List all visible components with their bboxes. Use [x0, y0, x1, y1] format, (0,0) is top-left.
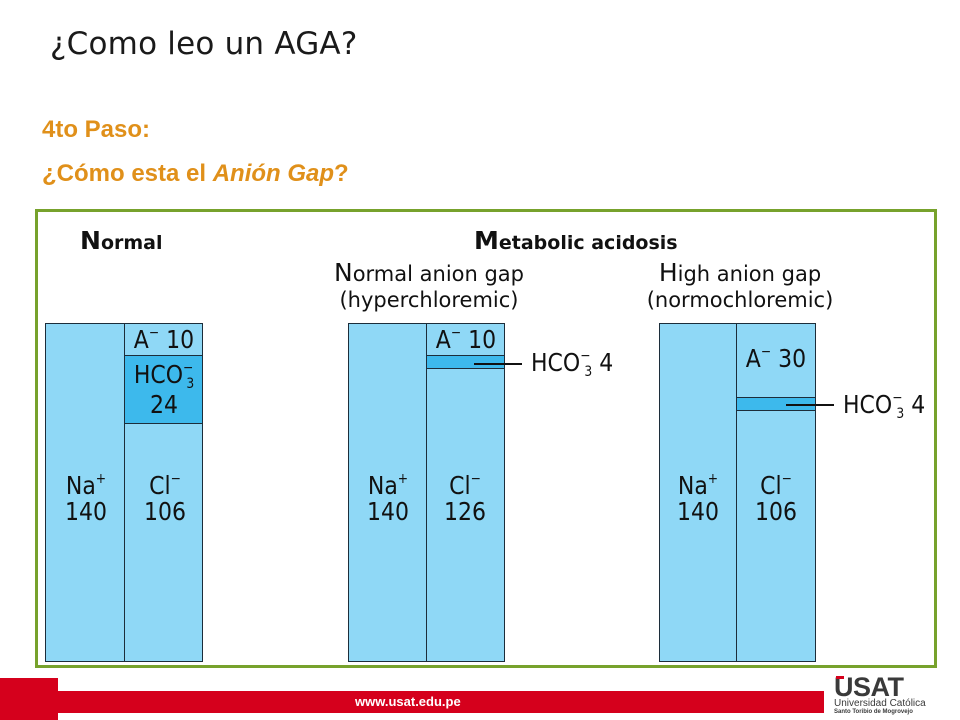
normochloremic-hco3-leader — [786, 404, 834, 406]
slide-title: ¿Como leo un AGA? — [50, 26, 358, 62]
footer-bar — [58, 691, 824, 713]
normochloremic-na-label: Na+ 140 — [677, 471, 719, 527]
hyperchloremic-cation-column — [348, 323, 428, 662]
normal-anion-gap-heading: Normal anion gap (hyperchloremic) — [324, 258, 534, 313]
usat-logo-accent — [836, 676, 844, 679]
normal-a-label: A− 10 — [133, 325, 195, 354]
normochloremic-label: (normochloremic) — [646, 288, 834, 312]
question-emphasis: Anión Gap — [212, 160, 335, 187]
metabolic-acidosis-heading: Metabolic acidosis — [474, 226, 678, 255]
usat-logo: USAT — [834, 672, 904, 702]
hyperchloremic-anion-column — [425, 322, 505, 662]
hyperchloremic-hco3-callout: HCO−3 4 — [531, 348, 614, 380]
normal-anion-column — [123, 322, 203, 662]
question-suffix: ? — [334, 160, 349, 187]
footer-red-block — [0, 678, 58, 720]
hyperchloremic-cl-label: Cl− 126 — [444, 471, 486, 527]
normochloremic-hco3-callout: HCO−3 4 — [843, 390, 926, 422]
normal-cl-label: Cl− 106 — [144, 471, 186, 527]
normal-hco3-label: HCO−3 24 — [133, 360, 195, 419]
normal-heading: Normal — [80, 226, 163, 255]
question-prefix: ¿Cómo esta el — [42, 160, 213, 187]
usat-logo-line2: Santo Toribio de Mogrovejo — [834, 709, 913, 715]
normal-na-label: Na+ 140 — [65, 471, 107, 527]
hyperchloremic-a-label: A− 10 — [435, 325, 497, 354]
normal-hco3-segment — [123, 355, 203, 424]
normochloremic-a-label: A− 30 — [745, 344, 807, 373]
normal-cation-column — [45, 323, 126, 662]
hyperchloremic-hco3-leader — [474, 363, 522, 365]
hyperchloremic-label: (hyperchloremic) — [339, 288, 519, 312]
normochloremic-anion-column — [735, 323, 816, 662]
normochloremic-cation-column — [659, 323, 738, 662]
usat-logo-line1: Universidad Católica — [834, 698, 926, 709]
normochloremic-cl-label: Cl− 106 — [755, 471, 797, 527]
footer-url[interactable]: www.usat.edu.pe — [355, 694, 461, 709]
hyperchloremic-na-label: Na+ 140 — [367, 471, 409, 527]
step-title: 4to Paso: — [42, 116, 151, 143]
step-question: ¿Cómo esta el Anión Gap? — [42, 160, 349, 188]
anion-gap-figure: Normal Metabolic acidosis Normal anion g… — [35, 209, 937, 668]
hyperchloremic-a-segment — [425, 322, 505, 357]
hyperchloremic-hco3-segment — [425, 355, 505, 369]
high-anion-gap-heading: High anion gap (normochloremic) — [634, 258, 846, 313]
